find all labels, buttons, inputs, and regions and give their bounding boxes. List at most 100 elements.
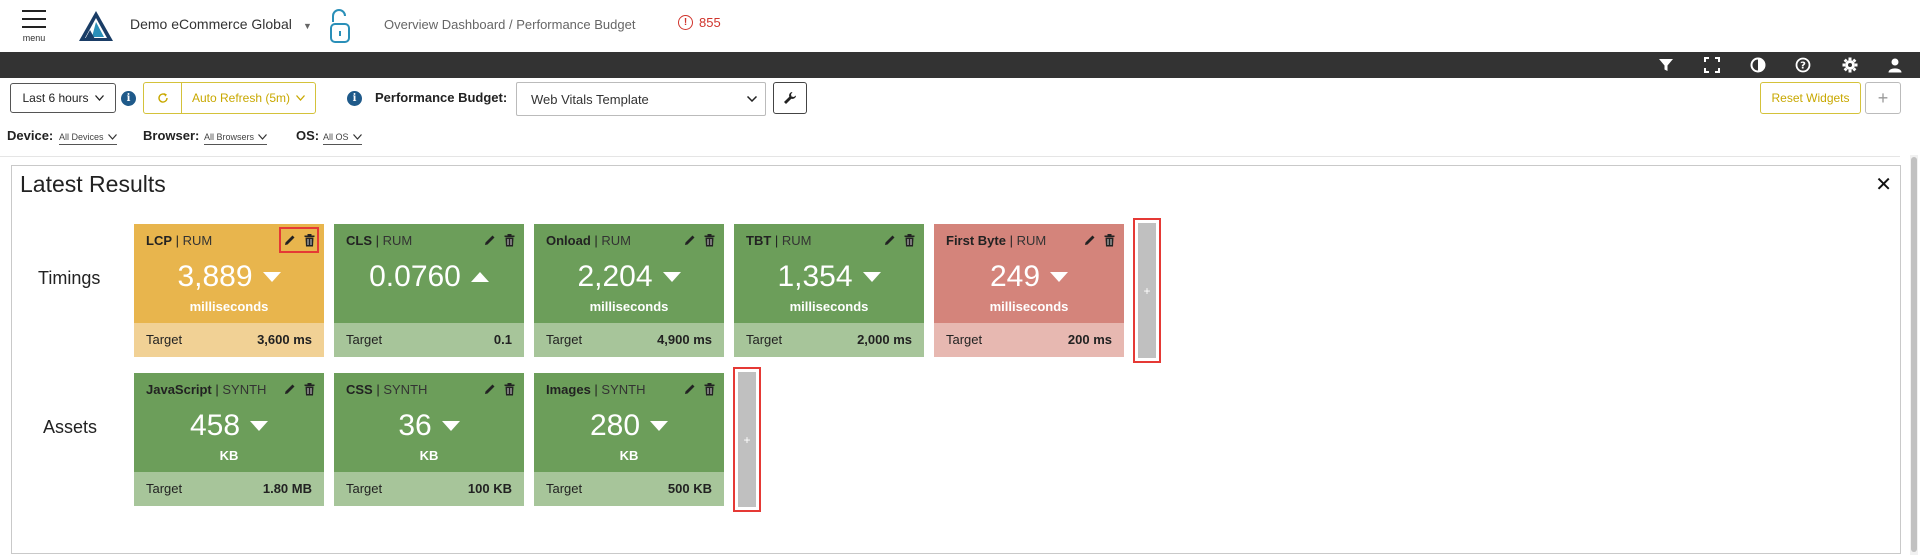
edit-icon[interactable] xyxy=(883,232,897,248)
target-value: 200 ms xyxy=(1067,332,1112,347)
metric-value: 280 xyxy=(589,409,641,442)
metric-unit: milliseconds xyxy=(989,299,1069,314)
metric-card[interactable]: CLS | RUM 0.0760 Target 0.1 xyxy=(334,224,524,357)
metric-card-header: CLS | RUM 0.0760 xyxy=(334,224,524,323)
browser-value: All Browsers xyxy=(204,132,255,142)
edit-icon[interactable] xyxy=(683,232,697,248)
delete-icon[interactable] xyxy=(702,381,716,397)
close-icon[interactable]: ✕ xyxy=(1875,174,1892,196)
edit-icon[interactable] xyxy=(1083,232,1097,248)
budget-select[interactable]: Web Vitals Template xyxy=(516,82,766,116)
panel-title: Latest Results xyxy=(20,171,166,197)
metric-source: SYNTH xyxy=(383,382,428,397)
edit-icon[interactable] xyxy=(483,232,497,248)
delete-icon[interactable] xyxy=(702,232,716,248)
scrollbar-thumb[interactable] xyxy=(1911,157,1917,552)
metric-target-bar: Target 100 KB xyxy=(334,472,524,506)
chevron-down-icon xyxy=(296,95,306,101)
reset-widgets-button[interactable]: Reset Widgets xyxy=(1760,82,1861,114)
account-name[interactable]: Demo eCommerce Global xyxy=(130,16,292,32)
svg-text:?: ? xyxy=(1800,61,1806,72)
chevron-down-icon xyxy=(352,134,362,140)
metric-unit: milliseconds xyxy=(589,299,669,314)
contrast-icon[interactable] xyxy=(1748,55,1768,75)
metric-source: SYNTH xyxy=(601,382,646,397)
filters-row: Device: All Devices Browser: All Browser… xyxy=(0,128,600,148)
menu-button[interactable]: menu xyxy=(20,10,48,43)
account-dropdown-icon[interactable]: ▼ xyxy=(303,21,312,31)
metric-card[interactable]: LCP | RUM 3,889 milliseconds Target 3,600 ms xyxy=(134,224,324,357)
target-label: Target xyxy=(146,332,183,347)
time-range-dropdown[interactable]: Last 6 hours xyxy=(10,83,116,113)
edit-icon[interactable] xyxy=(283,381,297,397)
delete-icon[interactable] xyxy=(502,381,516,397)
metric-value-row: 280 xyxy=(534,409,724,443)
metric-value: 0.0760 xyxy=(369,260,461,293)
device-filter[interactable]: All Devices xyxy=(59,132,117,145)
budget-info-icon[interactable]: i xyxy=(347,91,362,106)
metric-card-header: Onload | RUM 2,204 milliseconds xyxy=(534,224,724,323)
edit-icon[interactable] xyxy=(483,381,497,397)
delete-icon[interactable] xyxy=(902,232,916,248)
target-label: Target xyxy=(346,332,383,347)
budget-label: Performance Budget: xyxy=(375,90,508,105)
metric-unit: KB xyxy=(619,448,639,463)
metric-source: SYNTH xyxy=(222,382,267,397)
metric-card-header: CSS | SYNTH 36 KB xyxy=(334,373,524,472)
help-icon[interactable]: ? xyxy=(1793,55,1813,75)
card-actions-highlight xyxy=(279,227,319,253)
metric-card[interactable]: First Byte | RUM 249 milliseconds Target 200… xyxy=(934,224,1124,357)
edit-icon[interactable] xyxy=(683,381,697,397)
trend-down-icon xyxy=(662,272,681,282)
target-value: 3,600 ms xyxy=(257,332,312,347)
user-icon[interactable] xyxy=(1885,55,1905,75)
metric-card[interactable]: Onload | RUM 2,204 milliseconds Target 4,900… xyxy=(534,224,724,357)
add-slot-highlight xyxy=(733,367,761,512)
os-filter[interactable]: All OS xyxy=(323,132,362,145)
target-value: 4,900 ms xyxy=(657,332,712,347)
menu-icon xyxy=(22,10,46,12)
scrollbar[interactable] xyxy=(1910,155,1918,555)
metric-card[interactable]: CSS | SYNTH 36 KB Target 100 KB xyxy=(334,373,524,506)
auto-refresh-dropdown[interactable]: Auto Refresh (5m) xyxy=(182,83,315,113)
edit-budget-button[interactable] xyxy=(773,82,807,114)
trend-up-icon xyxy=(470,272,489,282)
fullscreen-icon[interactable] xyxy=(1702,55,1722,75)
target-label: Target xyxy=(146,481,183,496)
alert-indicator[interactable]: ! 855 xyxy=(678,15,721,30)
metric-card-header: First Byte | RUM 249 milliseconds xyxy=(934,224,1124,323)
delete-icon[interactable] xyxy=(1102,232,1116,248)
delete-icon[interactable] xyxy=(302,381,316,397)
metric-label: Images xyxy=(546,382,591,397)
metric-value: 1,354 xyxy=(777,260,853,293)
metric-card[interactable]: JavaScript | SYNTH 458 KB Target 1.80 MB xyxy=(134,373,324,506)
unlock-icon[interactable] xyxy=(328,8,352,44)
edit-icon[interactable] xyxy=(283,232,297,248)
info-icon[interactable]: i xyxy=(121,91,136,106)
metric-name: TBT | RUM xyxy=(746,233,812,248)
metric-name: First Byte | RUM xyxy=(946,233,1047,248)
browser-label: Browser: xyxy=(143,128,200,143)
delete-icon[interactable] xyxy=(302,232,316,248)
metric-value-row: 36 xyxy=(334,409,524,443)
add-card-button[interactable]: + xyxy=(1138,223,1156,358)
brand-logo[interactable] xyxy=(78,10,114,42)
delete-icon[interactable] xyxy=(502,232,516,248)
metric-value-row: 1,354 xyxy=(734,260,924,294)
add-card-button[interactable]: + xyxy=(738,372,756,507)
metric-card[interactable]: TBT | RUM 1,354 milliseconds Target 2,000 ms xyxy=(734,224,924,357)
metric-target-bar: Target 1.80 MB xyxy=(134,472,324,506)
target-label: Target xyxy=(746,332,783,347)
settings-icon[interactable] xyxy=(1840,55,1860,75)
browser-filter[interactable]: All Browsers xyxy=(204,132,268,145)
target-label: Target xyxy=(546,332,583,347)
trend-down-icon xyxy=(262,272,281,282)
metric-card[interactable]: Images | SYNTH 280 KB Target 500 KB xyxy=(534,373,724,506)
filter-icon[interactable] xyxy=(1656,55,1676,75)
metric-name: CLS | RUM xyxy=(346,233,413,248)
metric-target-bar: Target 3,600 ms xyxy=(134,323,324,357)
metric-target-bar: Target 2,000 ms xyxy=(734,323,924,357)
add-widget-button[interactable]: + xyxy=(1865,82,1901,114)
metric-target-bar: Target 4,900 ms xyxy=(534,323,724,357)
refresh-icon[interactable] xyxy=(144,83,182,113)
